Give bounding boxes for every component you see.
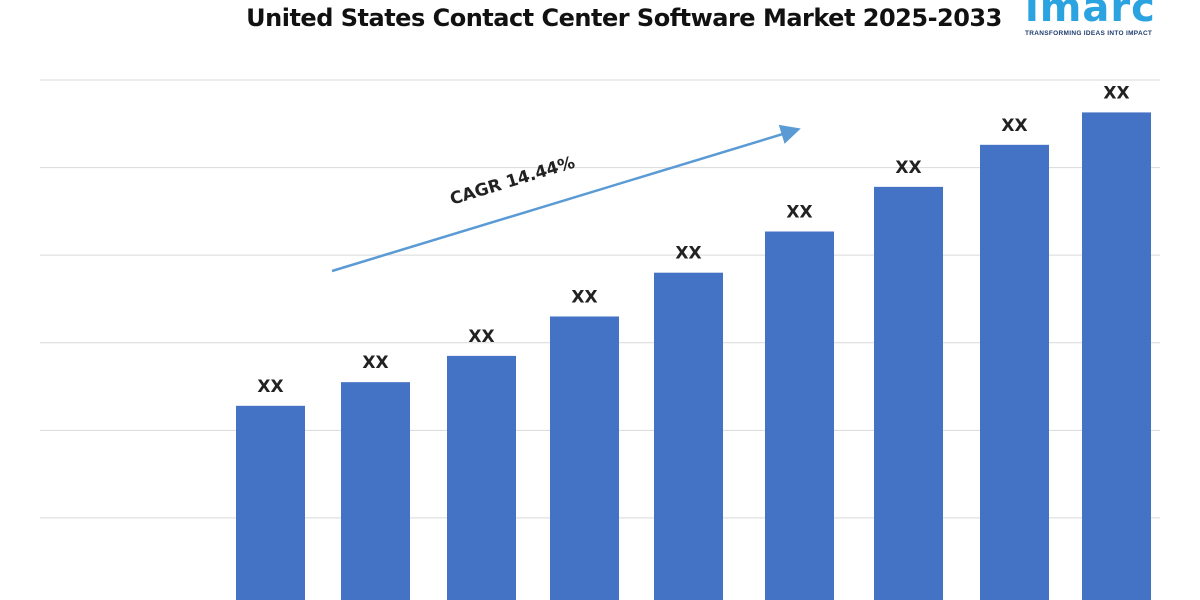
imarc-logo: imarc TRANSFORMING IDEAS INTO IMPACT bbox=[1025, 0, 1200, 37]
data-label: XX bbox=[257, 377, 283, 397]
bar bbox=[980, 144, 1049, 600]
data-labels: XX XX XX XX XX XX XX XX XX bbox=[257, 83, 1129, 396]
bars bbox=[236, 112, 1151, 600]
cagr-annotation: CAGR 14.44% bbox=[331, 124, 801, 273]
data-label: XX bbox=[468, 327, 494, 347]
bar bbox=[654, 272, 723, 600]
bar bbox=[447, 355, 516, 600]
data-label: XX bbox=[1103, 83, 1129, 103]
bar bbox=[874, 186, 943, 600]
bar bbox=[341, 382, 410, 600]
data-label: XX bbox=[1001, 116, 1027, 136]
data-label: XX bbox=[571, 287, 597, 307]
logo-word: imarc bbox=[1025, 0, 1156, 31]
chart-title: United States Contact Center Software Ma… bbox=[246, 4, 1002, 32]
data-label: XX bbox=[675, 244, 701, 264]
cagr-arrow bbox=[331, 124, 801, 273]
data-label: XX bbox=[362, 353, 388, 373]
data-label: XX bbox=[895, 158, 921, 178]
bar bbox=[236, 405, 305, 600]
logo-tagline: TRANSFORMING IDEAS INTO IMPACT bbox=[1025, 30, 1153, 37]
data-label: XX bbox=[786, 203, 812, 223]
bar bbox=[1082, 112, 1151, 600]
bar bbox=[765, 231, 834, 600]
bar bbox=[550, 316, 619, 600]
